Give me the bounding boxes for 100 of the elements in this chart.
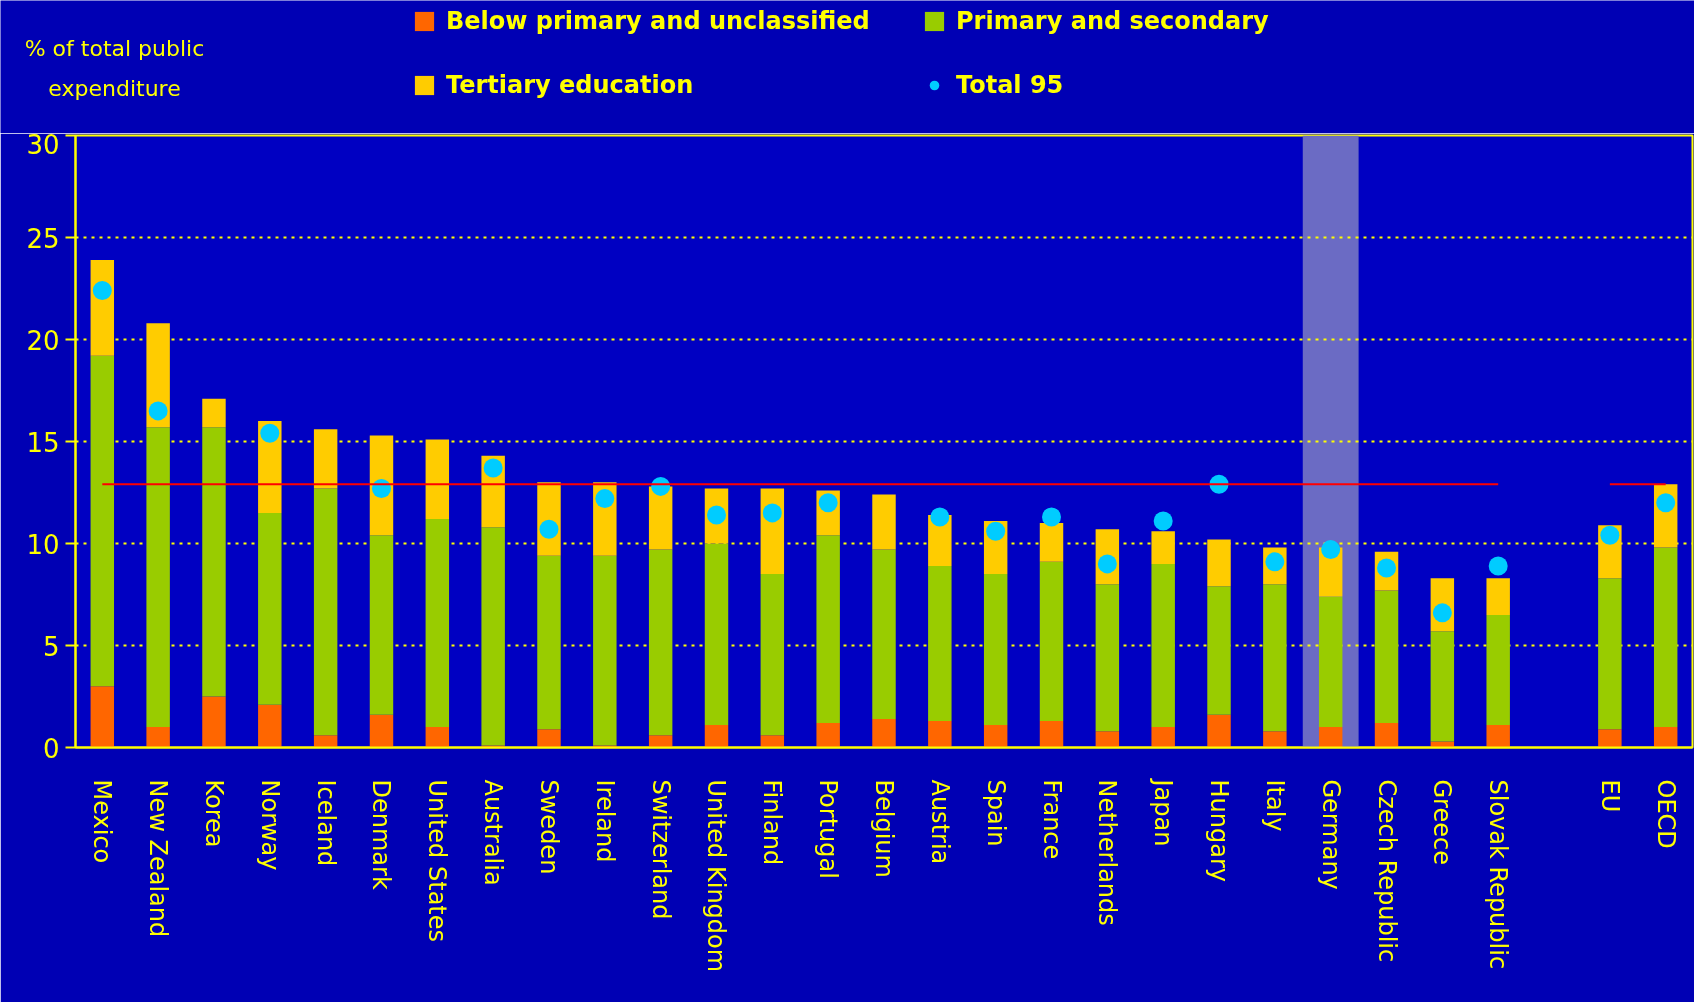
- x-tick-label: Netherlands: [1093, 779, 1122, 926]
- point: [148, 401, 168, 421]
- bar: [816, 535, 840, 724]
- x-tick-label: Japan: [1149, 777, 1178, 847]
- y-tick-label: 25: [26, 223, 60, 254]
- bar: [983, 725, 1008, 748]
- x-tick-label: Korea: [199, 779, 228, 848]
- bar: [537, 729, 561, 748]
- bar: [1207, 539, 1231, 587]
- point: [1656, 493, 1676, 513]
- x-tick-label: Spain: [981, 779, 1010, 847]
- bar: [1374, 723, 1399, 748]
- bar: [1151, 531, 1175, 564]
- x-tick-label: United Kingdom: [702, 779, 731, 973]
- x-tick-label: Hungary: [1205, 779, 1234, 882]
- bar: [1430, 741, 1455, 748]
- bar: [1263, 584, 1287, 732]
- bar: [313, 735, 338, 748]
- point: [260, 423, 280, 443]
- bar: [1151, 563, 1175, 728]
- y-tick-label: 0: [42, 733, 60, 764]
- x-tick-label: Czech Republic: [1372, 779, 1401, 963]
- x-tick-label: Australia: [479, 779, 508, 886]
- x-tick-label: Greece: [1428, 779, 1457, 865]
- bar: [983, 574, 1008, 726]
- legend-label: Tertiary education: [446, 71, 695, 99]
- point: [1153, 511, 1173, 531]
- x-tick-label: Ireland: [590, 779, 619, 863]
- bar: [1653, 727, 1678, 748]
- bar: [1486, 614, 1510, 726]
- point: [986, 521, 1006, 541]
- bar: [1598, 578, 1622, 730]
- bar: [704, 725, 729, 748]
- y-tick-label: 30: [26, 129, 60, 160]
- bar: [481, 527, 505, 746]
- point: [92, 281, 112, 301]
- x-tick-label: Germany: [1316, 779, 1345, 890]
- bar: [872, 494, 896, 550]
- bar: [1598, 729, 1622, 748]
- bar: [369, 535, 394, 715]
- bar: [90, 355, 115, 687]
- x-tick-label: Austria: [925, 779, 954, 865]
- bar: [1207, 714, 1231, 748]
- bar: [258, 704, 282, 748]
- bar: [872, 718, 896, 748]
- bar: [481, 745, 505, 748]
- x-tick-label: Portugal: [814, 779, 843, 879]
- point: [1600, 525, 1620, 545]
- bar: [1318, 596, 1343, 728]
- bar: [1151, 727, 1175, 748]
- bar: [369, 714, 394, 748]
- bar: [90, 686, 115, 748]
- bar: [146, 727, 170, 748]
- x-tick-label: Slovak Republic: [1484, 779, 1513, 970]
- bar: [928, 565, 952, 721]
- bar: [1486, 578, 1510, 615]
- bar: [1207, 586, 1231, 715]
- x-tick-label: EU: [1595, 779, 1624, 813]
- point: [595, 489, 615, 509]
- bar: [648, 549, 673, 736]
- y-axis-title: % of total public expenditure: [24, 36, 205, 101]
- bar: [1653, 547, 1678, 728]
- bar: [313, 488, 338, 736]
- bar: [1095, 731, 1120, 748]
- x-tick-label: Italy: [1260, 779, 1289, 832]
- y-tick-label: 15: [26, 427, 60, 458]
- bar: [1486, 725, 1510, 748]
- legend-label: Total 95: [956, 71, 1065, 99]
- x-tick-label: Mexico: [88, 779, 117, 864]
- bar: [425, 519, 450, 728]
- bar: [593, 555, 617, 746]
- y-tick-label: 5: [42, 631, 60, 662]
- legend-label: Below primary and unclassified: [446, 7, 871, 35]
- bar: [1039, 523, 1064, 562]
- bar: [1430, 631, 1455, 742]
- x-tick-label: Norway: [255, 779, 284, 871]
- bar: [146, 427, 170, 728]
- x-tick-label: Sweden: [534, 779, 563, 875]
- y-tick-label: 10: [26, 529, 60, 560]
- bar: [760, 574, 785, 736]
- bar: [872, 549, 896, 719]
- x-tick-label: Switzerland: [646, 779, 675, 920]
- y-tick-label: 20: [26, 325, 60, 356]
- bar: [928, 720, 952, 748]
- x-tick-label: Denmark: [367, 779, 396, 890]
- bar: [202, 427, 226, 697]
- point: [1321, 540, 1341, 560]
- x-tick-label: Belgium: [870, 779, 898, 878]
- x-tick-label: United States: [423, 779, 452, 943]
- bar: [425, 727, 450, 748]
- x-tick-label: Finland: [758, 779, 787, 866]
- bar: [816, 723, 840, 748]
- point: [1042, 507, 1062, 527]
- bar: [537, 555, 561, 730]
- bar: [593, 745, 617, 748]
- bar: [1318, 727, 1343, 748]
- bar: [425, 439, 450, 520]
- bar: [1095, 584, 1120, 732]
- bar: [1263, 731, 1287, 748]
- bar: [648, 735, 673, 748]
